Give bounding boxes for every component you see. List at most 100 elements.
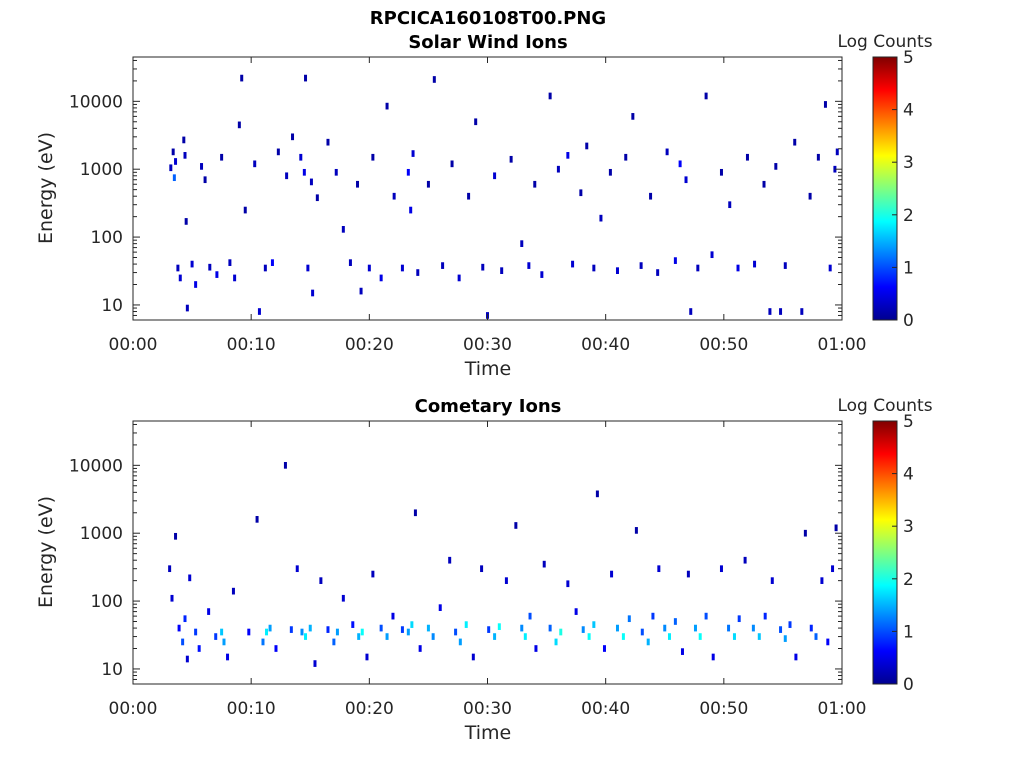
heatmap-cell <box>745 153 749 161</box>
heatmap-cell <box>222 638 226 646</box>
heatmap-cell <box>554 638 558 646</box>
heatmap-cell <box>534 645 538 652</box>
heatmap-cell <box>474 118 478 126</box>
heatmap-cell <box>646 638 650 646</box>
y-axis-label: Energy (eV) <box>35 496 57 608</box>
heatmap-cell <box>500 267 504 274</box>
heatmap-cell <box>615 624 619 632</box>
heatmap-cell <box>599 214 603 222</box>
heatmap-cell <box>592 621 596 628</box>
heatmap-cell <box>285 172 289 180</box>
y-axis-label: Energy (eV) <box>35 132 57 244</box>
heatmap-cell <box>527 262 531 269</box>
heatmap-cell <box>464 621 468 628</box>
y-tick-label: 10 <box>101 296 123 316</box>
heatmap-cell <box>803 529 807 537</box>
heatmap-cell <box>409 206 413 214</box>
heatmap-cell <box>610 570 614 578</box>
heatmap-cell <box>680 648 684 655</box>
heatmap-cell <box>263 264 267 272</box>
heatmap-cell <box>757 633 761 640</box>
heatmap-cell <box>332 638 336 646</box>
heatmap-cell <box>651 612 655 620</box>
heatmap-cell <box>621 633 625 640</box>
heatmap-cell <box>794 653 798 661</box>
heatmap-cell <box>763 612 767 620</box>
heatmap-cell <box>686 570 690 578</box>
heatmap-cell <box>208 263 212 271</box>
heatmap-cell <box>431 633 435 640</box>
x-tick-label: 00:20 <box>345 699 394 719</box>
heatmap-cell <box>319 577 323 584</box>
colorbar-tick-label: 1 <box>903 258 914 278</box>
heatmap-cell <box>233 274 237 282</box>
colorbar-tick-label: 0 <box>903 311 914 331</box>
heatmap-cell <box>308 624 312 632</box>
heatmap-cell <box>306 264 310 272</box>
y-tick-label: 1000 <box>80 524 123 544</box>
heatmap-cell <box>481 263 485 271</box>
colorbar-tick-label: 0 <box>903 675 914 695</box>
heatmap-cell <box>728 201 732 209</box>
x-tick-label: 00:20 <box>345 335 394 355</box>
heatmap-cell <box>348 259 352 266</box>
heatmap-cell <box>657 565 661 573</box>
heatmap-cell <box>240 74 244 82</box>
heatmap-cell <box>542 560 546 568</box>
heatmap-cell <box>710 251 714 259</box>
colorbar-ticks: 0 1 2 3 4 5 <box>892 48 914 331</box>
heatmap-cell <box>834 524 838 532</box>
heatmap-cell <box>391 612 395 620</box>
heatmap-cell <box>406 168 410 176</box>
heatmap-cell <box>689 308 693 315</box>
heatmap-cell <box>341 225 345 233</box>
colorbar <box>872 56 898 321</box>
heatmap-cell <box>493 172 497 180</box>
heatmap-cell <box>379 274 383 282</box>
x-tick-label: 00:10 <box>227 335 276 355</box>
heatmap-cell <box>289 626 293 633</box>
heatmap-cell <box>302 168 306 176</box>
heatmap-cell <box>177 624 181 632</box>
heatmap-cell <box>634 527 638 534</box>
heatmap-cell <box>385 633 389 640</box>
heatmap-cell <box>181 638 185 646</box>
x-axis-label: Time <box>464 358 512 380</box>
heatmap-cell <box>426 624 430 632</box>
x-tick-label: 00:40 <box>581 335 630 355</box>
heatmap-cell <box>220 153 224 161</box>
heatmap-cell <box>300 628 304 636</box>
heatmap-cell <box>783 262 787 269</box>
heatmap-cell <box>255 516 259 523</box>
heatmap-cell <box>602 645 606 652</box>
cometary-panel: Cometary Ions 00:00 00:10 00:20 00:30 00:40 0… <box>35 396 933 744</box>
colorbar-tick-label: 3 <box>903 517 914 537</box>
heatmap-cell <box>197 645 201 652</box>
heatmap-cell <box>770 577 774 584</box>
heatmap-cell <box>684 176 688 184</box>
figure-title: RPCICA160108T00.PNG <box>370 8 606 29</box>
x-tick-label: 00:40 <box>581 699 630 719</box>
heatmap-cell <box>334 168 338 176</box>
heatmap-cell <box>313 660 317 667</box>
heatmap-cell <box>548 92 552 100</box>
heatmap-cell <box>504 577 508 584</box>
heatmap-cell <box>291 133 295 141</box>
heatmap-cell <box>207 608 211 615</box>
heatmap-cell <box>566 580 570 588</box>
heatmap-cell <box>360 628 364 636</box>
heatmap-cell <box>540 271 544 278</box>
x-tick-label: 01:00 <box>818 335 867 355</box>
heatmap-cell <box>326 626 330 633</box>
plot-frame <box>132 420 843 685</box>
colorbar-tick-label: 4 <box>903 465 914 485</box>
heatmap-cell <box>774 163 778 170</box>
heatmap-cell <box>587 633 591 640</box>
y-tick-label: 100 <box>91 592 123 612</box>
x-tick-label: 00:30 <box>463 699 512 719</box>
heatmap-cell <box>608 168 612 176</box>
colorbar-tick-label: 4 <box>903 101 914 121</box>
heatmap-cell <box>693 624 697 632</box>
x-tick-label: 00:00 <box>109 335 158 355</box>
heatmap-cell <box>471 653 475 661</box>
